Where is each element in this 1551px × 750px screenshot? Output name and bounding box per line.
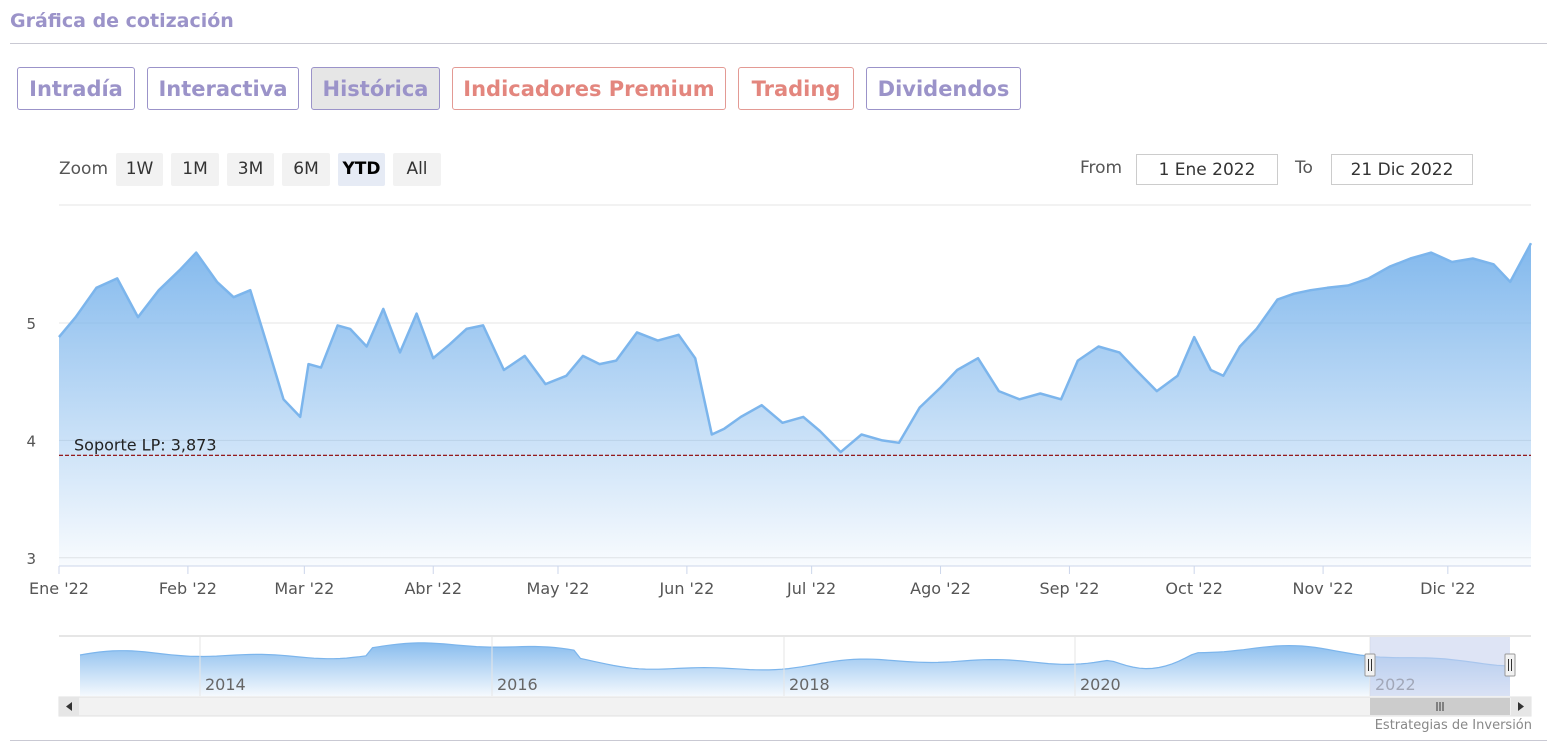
navigator-selection[interactable] xyxy=(1370,637,1510,696)
scrollbar-track[interactable] xyxy=(58,696,1532,717)
navigator-year-label: 2014 xyxy=(205,675,246,694)
y-tick-label: 4 xyxy=(26,432,36,450)
zoom-ytd-button[interactable]: YTD xyxy=(338,153,385,186)
navigator-line xyxy=(79,642,1511,671)
zoom-label: Zoom xyxy=(59,159,109,179)
zoom-1w-button[interactable]: 1W xyxy=(116,153,163,186)
range-to-input[interactable]: 21 Dic 2022 xyxy=(1331,154,1473,185)
x-tick-label: Oct '22 xyxy=(1165,579,1223,598)
scroll-right-arrow-icon xyxy=(1518,702,1524,711)
navigator-year-label: 2016 xyxy=(497,675,538,694)
chart-credit[interactable]: Estrategias de Inversión xyxy=(1374,718,1532,733)
navigator-area xyxy=(80,642,1510,696)
x-tick-label: Jul '22 xyxy=(786,579,836,598)
tab-interactiva[interactable]: Interactiva xyxy=(147,67,299,110)
navigator-handle[interactable] xyxy=(1504,653,1516,677)
range-from-label: From xyxy=(1080,158,1123,178)
tab-indicadores-premium[interactable]: Indicadores Premium xyxy=(452,67,726,110)
x-tick-label: May '22 xyxy=(527,579,590,598)
y-tick-label: 3 xyxy=(26,550,36,568)
bottom-divider xyxy=(10,740,1547,741)
scroll-left-arrow-icon xyxy=(66,702,72,711)
navigator-year-label: 2018 xyxy=(789,675,830,694)
tab-historica[interactable]: Histórica xyxy=(311,67,440,110)
x-tick-label: Ago '22 xyxy=(910,579,971,598)
zoom-1m-button[interactable]: 1M xyxy=(171,153,219,186)
x-tick-label: Mar '22 xyxy=(274,579,334,598)
navigator-year-label: 2020 xyxy=(1080,675,1121,694)
y-tick-label: 5 xyxy=(26,315,36,333)
zoom-6m-button[interactable]: 6M xyxy=(282,153,330,186)
zoom-3m-button[interactable]: 3M xyxy=(227,153,274,186)
navigator-handle[interactable] xyxy=(1364,653,1376,677)
range-from-input[interactable]: 1 Ene 2022 xyxy=(1136,154,1278,185)
tab-trading[interactable]: Trading xyxy=(738,67,854,110)
tab-intradia[interactable]: Intradía xyxy=(17,67,135,110)
price-area xyxy=(59,243,1531,566)
title-divider xyxy=(10,43,1547,44)
x-tick-label: Nov '22 xyxy=(1293,579,1354,598)
x-tick-label: Jun '22 xyxy=(658,579,714,598)
x-tick-label: Sep '22 xyxy=(1039,579,1099,598)
x-tick-label: Abr '22 xyxy=(404,579,462,598)
support-label: Soporte LP: 3,873 xyxy=(74,435,217,454)
range-to-label: To xyxy=(1295,158,1313,178)
price-line xyxy=(58,242,1533,454)
section-title: Gráfica de cotización xyxy=(10,10,234,32)
tab-dividendos[interactable]: Dividendos xyxy=(866,67,1021,110)
x-tick-label: Dic '22 xyxy=(1420,579,1475,598)
x-tick-label: Ene '22 xyxy=(29,579,89,598)
x-tick-label: Feb '22 xyxy=(159,579,217,598)
zoom-all-button[interactable]: All xyxy=(393,153,441,186)
